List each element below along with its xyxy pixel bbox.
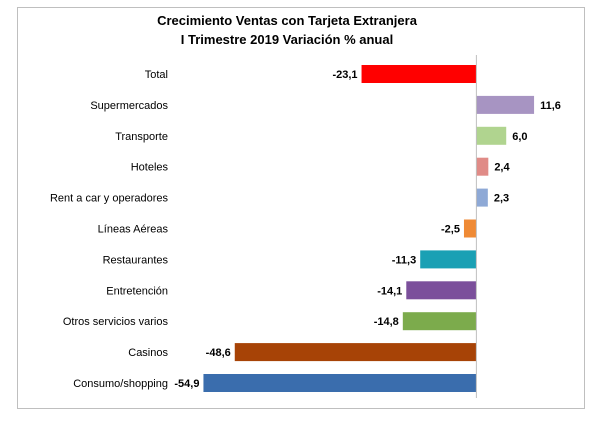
bar-supermercados [476,95,535,114]
chart-title-line-2: I Trimestre 2019 Variación % anual [181,32,393,47]
value-label-restaurantes: -11,3 [392,254,416,266]
bar-otros-servicios-varios [402,312,477,331]
bar-total [361,65,477,83]
category-label-otros-servicios-varios: Otros servicios varios [63,316,169,328]
category-label-casinos: Casinos [128,347,168,359]
chart-title-line-1: Crecimiento Ventas con Tarjeta Extranjer… [157,13,418,28]
bar-transporte [476,126,507,145]
value-label-lineas-aereas: -2,5 [441,224,460,236]
bar-entretencion [406,281,477,300]
value-labels-group: -23,1 11,6 6,0 2,4 2,3 -2,5 -11,3 -14,1 -14,8 -48… [174,69,561,390]
category-labels-group: Total Supermercados Transporte Hoteles Rent … [50,69,169,390]
bar-restaurantes [420,250,477,269]
category-label-restaurantes: Restaurantes [103,254,169,266]
value-label-transporte: 6,0 [512,131,527,143]
bar-casinos [234,343,477,362]
bar-lineas-aereas [463,219,477,238]
value-label-casinos: -48,6 [206,347,231,359]
bar-consumo-shopping [203,374,477,392]
bars-group [203,65,535,392]
category-label-entretencion: Entretención [106,285,168,297]
value-label-entretencion: -14,1 [377,285,402,297]
bar-rent-a-car-y-operadores [476,188,488,207]
category-label-rent-a-car-y-operadores: Rent a car y operadores [50,193,169,205]
category-label-transporte: Transporte [115,131,168,143]
category-label-consumo-shopping: Consumo/shopping [73,378,168,390]
category-label-supermercados: Supermercados [90,100,168,112]
category-label-hoteles: Hoteles [131,162,169,174]
category-label-lineas-aereas: Líneas Aéreas [98,224,169,236]
bar-hoteles [476,157,489,176]
category-label-total: Total [145,69,168,81]
value-label-otros-servicios-varios: -14,8 [374,316,399,328]
chart-frame [17,7,585,409]
value-label-supermercados: 11,6 [540,100,561,112]
value-label-total: -23,1 [332,69,357,81]
value-label-hoteles: 2,4 [494,162,510,174]
value-label-consumo-shopping: -54,9 [174,378,199,390]
value-label-rent-a-car-y-operadores: 2,3 [494,193,509,205]
